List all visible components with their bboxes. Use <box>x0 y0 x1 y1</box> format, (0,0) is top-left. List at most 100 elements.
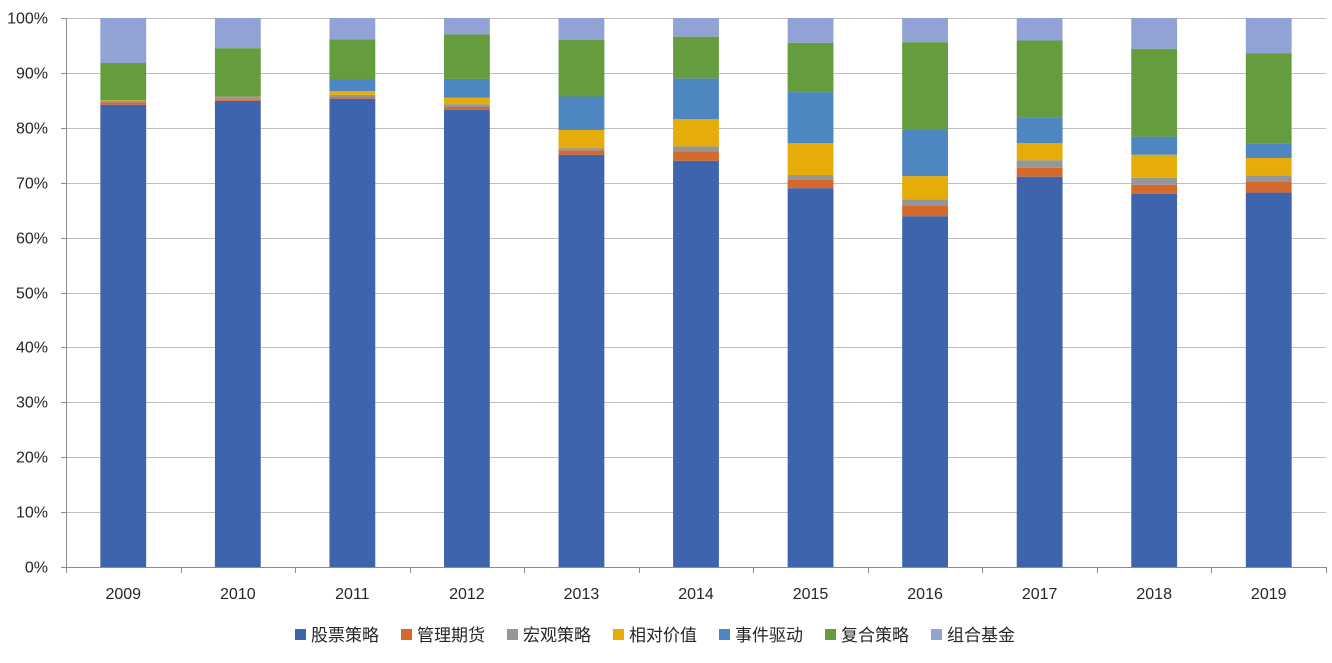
bar-segment <box>902 42 948 130</box>
bar-segment <box>902 176 948 200</box>
legend-swatch <box>295 629 306 640</box>
legend-label: 复合策略 <box>841 626 909 646</box>
legend-swatch <box>613 629 624 640</box>
bar-segment <box>329 91 376 95</box>
axes: 0% 10% 20% 30% 40% 50% 60% 70% 80% 90% 100% 2009 201… <box>7 11 1327 603</box>
bar-segment <box>558 39 605 97</box>
x-tick-label: 2009 <box>105 586 141 603</box>
bar-segment <box>444 18 490 35</box>
x-tick-label: 2017 <box>1022 586 1058 603</box>
bar-segment <box>558 150 605 155</box>
y-tick-label: 50% <box>16 286 48 303</box>
bar-segment <box>787 179 834 189</box>
y-tick-label: 80% <box>16 121 48 138</box>
bar-segment <box>1131 136 1178 155</box>
bar-segment <box>1131 184 1178 194</box>
bar-segment <box>444 104 490 107</box>
bar-segment <box>1016 117 1063 144</box>
bar-segment <box>1131 48 1178 137</box>
bar-segment <box>329 97 376 99</box>
bar-segment <box>329 39 376 80</box>
bar-segment <box>100 100 147 101</box>
legend-item: 股票策略 <box>295 626 379 646</box>
y-tick-label: 100% <box>7 11 48 28</box>
bar-segment <box>214 95 261 97</box>
x-tick-label: 2016 <box>907 586 943 603</box>
bar-segment <box>100 18 147 64</box>
y-tick-label: 10% <box>16 505 48 522</box>
x-tick-label: 2019 <box>1251 586 1287 603</box>
bar-segment <box>787 188 834 567</box>
bar-segment <box>1245 181 1292 193</box>
y-tick-label: 40% <box>16 340 48 357</box>
bar-segment <box>214 100 261 568</box>
bar-segment <box>902 216 948 567</box>
bar-segment <box>444 34 490 79</box>
bar-segment <box>1245 157 1292 176</box>
legend-item: 组合基金 <box>931 626 1015 646</box>
bar-segment <box>1131 193 1178 567</box>
y-tick-label: 90% <box>16 66 48 83</box>
legend-label: 管理期货 <box>417 626 485 646</box>
legend-label: 相对价值 <box>629 626 697 646</box>
bar-segment <box>902 205 948 217</box>
bar-segment <box>1016 18 1063 41</box>
bar-segment <box>787 18 834 43</box>
bar-segment <box>100 102 147 105</box>
x-tick-label: 2011 <box>335 586 370 603</box>
legend-label: 宏观策略 <box>523 626 591 646</box>
x-tick-label: 2013 <box>564 586 600 603</box>
bar-segment <box>902 18 948 43</box>
bar-segment <box>558 18 605 40</box>
bar-segment <box>214 18 261 49</box>
bar-segment <box>1245 18 1292 54</box>
bar-segment <box>673 36 719 79</box>
bar-segment <box>1131 177 1178 185</box>
legend-swatch <box>507 629 518 640</box>
bar-segment <box>673 18 719 37</box>
legend-swatch <box>719 629 730 640</box>
legend-label: 事件驱动 <box>735 626 803 646</box>
bar-segment <box>1245 53 1292 144</box>
bar-segment <box>558 154 605 568</box>
legend-item: 相对价值 <box>613 626 697 646</box>
bar-segment <box>1016 167 1063 177</box>
bar-segment <box>1016 40 1063 118</box>
x-tick-label: 2014 <box>678 586 714 603</box>
bar-segment <box>673 78 719 120</box>
bar-segment <box>444 106 490 110</box>
bar-segment <box>558 96 605 130</box>
x-tick-label: 2012 <box>449 586 485 603</box>
bar-segment <box>214 97 261 100</box>
bar-segment <box>673 151 719 161</box>
x-tick-label: 2010 <box>220 586 256 603</box>
bar-segment <box>1131 154 1178 178</box>
bar-segment <box>1016 143 1063 161</box>
bar-segment <box>444 78 490 98</box>
bar-segment <box>787 92 834 144</box>
bar-segment <box>444 97 490 105</box>
y-tick-label: 30% <box>16 395 48 412</box>
legend-swatch <box>931 629 942 640</box>
bar-segment <box>673 146 719 152</box>
bar-segment <box>1016 160 1063 168</box>
bar-segment <box>329 98 376 567</box>
bar-segment <box>329 79 376 92</box>
bar-segment <box>673 119 719 147</box>
bar-segment <box>1245 175 1292 182</box>
legend-item: 事件驱动 <box>719 626 803 646</box>
legend-swatch <box>401 629 412 640</box>
y-tick-label: 0% <box>25 560 48 577</box>
y-tick-label: 70% <box>16 176 48 193</box>
bar-segment <box>902 129 948 177</box>
legend-swatch <box>825 629 836 640</box>
legend-label: 组合基金 <box>947 626 1015 646</box>
legend: 股票策略 管理期货 宏观策略 相对价值 事件驱动 复合策略 组合基金 <box>295 626 1015 646</box>
bar-segment <box>1245 143 1292 158</box>
y-tick-label: 60% <box>16 231 48 248</box>
bar-segment <box>214 48 261 96</box>
bar-segment <box>214 96 261 98</box>
bar-segment <box>100 104 147 567</box>
